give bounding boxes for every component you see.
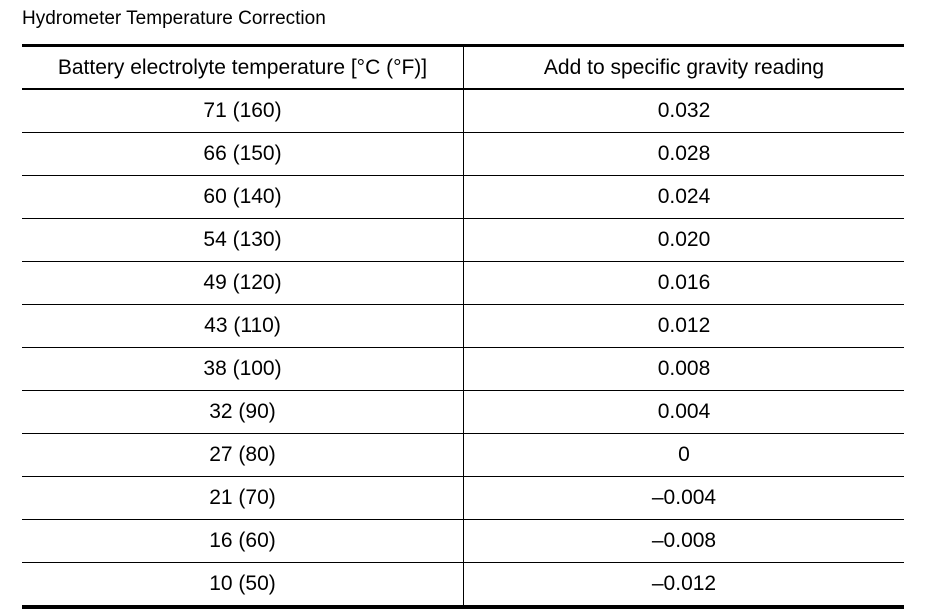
table-body: 71 (160) 0.032 66 (150) 0.028 60 (140) 0.024 5… [22, 89, 904, 609]
table-row: 71 (160) 0.032 [22, 89, 904, 133]
table-cell: 0.016 [463, 261, 904, 305]
table-cell: 32 (90) [22, 390, 464, 434]
table-cell: 43 (110) [22, 304, 464, 348]
table-cell: 0.020 [463, 218, 904, 262]
table-cell: 66 (150) [22, 132, 464, 176]
table-row: 43 (110) 0.012 [22, 304, 904, 348]
table-cell: 0.012 [463, 304, 904, 348]
header-cell: Add to specific gravity reading [463, 45, 904, 90]
table-cell: 0 [463, 433, 904, 477]
table-cell: 0.024 [463, 175, 904, 219]
table-cell: 0.028 [463, 132, 904, 176]
table-cell: 0.032 [463, 89, 904, 133]
table-row: 38 (100) 0.008 [22, 347, 904, 391]
table-row: 49 (120) 0.016 [22, 261, 904, 305]
table-cell: 27 (80) [22, 433, 464, 477]
table-cell: –0.012 [463, 562, 904, 609]
table-row: 66 (150) 0.028 [22, 132, 904, 176]
header-cell: Battery electrolyte temperature [°C (°F)… [22, 45, 464, 90]
table-cell: 10 (50) [22, 562, 464, 609]
table-cell: 60 (140) [22, 175, 464, 219]
table-cell: 0.004 [463, 390, 904, 434]
table-title: Hydrometer Temperature Correction [22, 8, 326, 29]
table-row: 32 (90) 0.004 [22, 390, 904, 434]
table-row: 16 (60) –0.008 [22, 519, 904, 563]
table-cell: 49 (120) [22, 261, 464, 305]
table-cell: 71 (160) [22, 89, 464, 133]
table-cell: 0.008 [463, 347, 904, 391]
correction-table: Battery electrolyte temperature [°C (°F)… [22, 44, 904, 609]
table-cell: 21 (70) [22, 476, 464, 520]
table-cell: 54 (130) [22, 218, 464, 262]
table-row: 10 (50) –0.012 [22, 562, 904, 609]
table-row: 54 (130) 0.020 [22, 218, 904, 262]
table-cell: –0.004 [463, 476, 904, 520]
table-header: Battery electrolyte temperature [°C (°F)… [22, 45, 904, 90]
table-cell: 16 (60) [22, 519, 464, 563]
table-row: 21 (70) –0.004 [22, 476, 904, 520]
header-row: Battery electrolyte temperature [°C (°F)… [22, 45, 904, 90]
table-row: 27 (80) 0 [22, 433, 904, 477]
table-cell: –0.008 [463, 519, 904, 563]
table-row: 60 (140) 0.024 [22, 175, 904, 219]
table-cell: 38 (100) [22, 347, 464, 391]
